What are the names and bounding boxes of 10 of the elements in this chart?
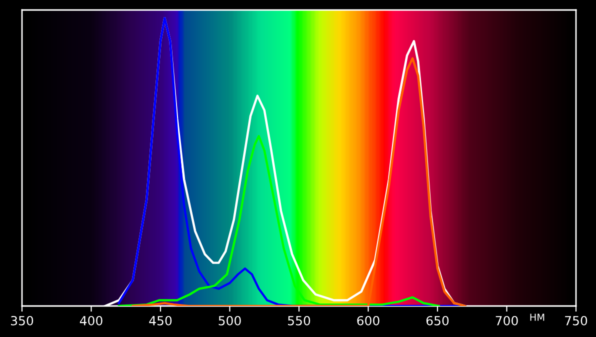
x-tick-label: 400 (80, 316, 102, 326)
x-tick-label: 450 (149, 316, 172, 326)
x-axis-title: НМ (530, 314, 544, 321)
x-tick-label: 500 (218, 316, 241, 326)
x-tick-label: 550 (288, 316, 310, 326)
x-tick-label: 350 (11, 316, 34, 326)
x-tick-label: 650 (426, 316, 449, 326)
x-tick-label: 750 (565, 316, 588, 326)
x-tick-label: 600 (357, 316, 380, 326)
x-tick-label: 700 (496, 316, 518, 326)
